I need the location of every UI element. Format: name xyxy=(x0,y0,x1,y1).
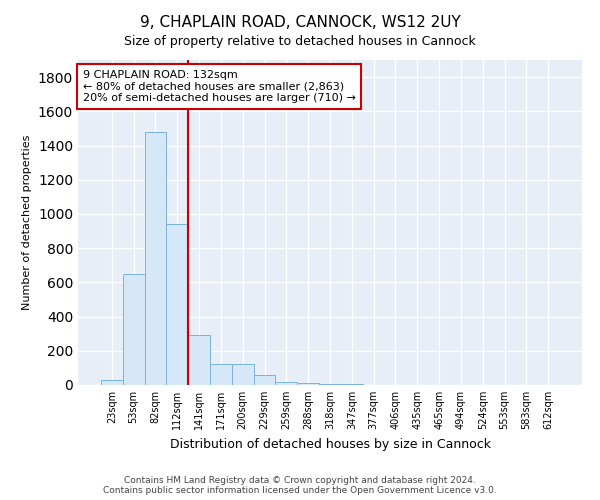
Bar xyxy=(275,382,297,385)
Text: 9 CHAPLAIN ROAD: 132sqm
← 80% of detached houses are smaller (2,863)
20% of semi: 9 CHAPLAIN ROAD: 132sqm ← 80% of detache… xyxy=(83,70,356,103)
Bar xyxy=(232,364,254,385)
Text: Size of property relative to detached houses in Cannock: Size of property relative to detached ho… xyxy=(124,35,476,48)
Bar xyxy=(319,384,341,385)
X-axis label: Distribution of detached houses by size in Cannock: Distribution of detached houses by size … xyxy=(170,438,491,450)
Bar xyxy=(210,364,232,385)
Bar xyxy=(188,336,210,385)
Bar xyxy=(145,132,166,385)
Text: 9, CHAPLAIN ROAD, CANNOCK, WS12 2UY: 9, CHAPLAIN ROAD, CANNOCK, WS12 2UY xyxy=(140,15,460,30)
Bar xyxy=(254,374,275,385)
Bar xyxy=(166,224,188,385)
Y-axis label: Number of detached properties: Number of detached properties xyxy=(22,135,32,310)
Bar xyxy=(341,384,363,385)
Bar xyxy=(123,274,145,385)
Text: Contains HM Land Registry data © Crown copyright and database right 2024.
Contai: Contains HM Land Registry data © Crown c… xyxy=(103,476,497,495)
Bar xyxy=(101,380,123,385)
Bar xyxy=(297,384,319,385)
